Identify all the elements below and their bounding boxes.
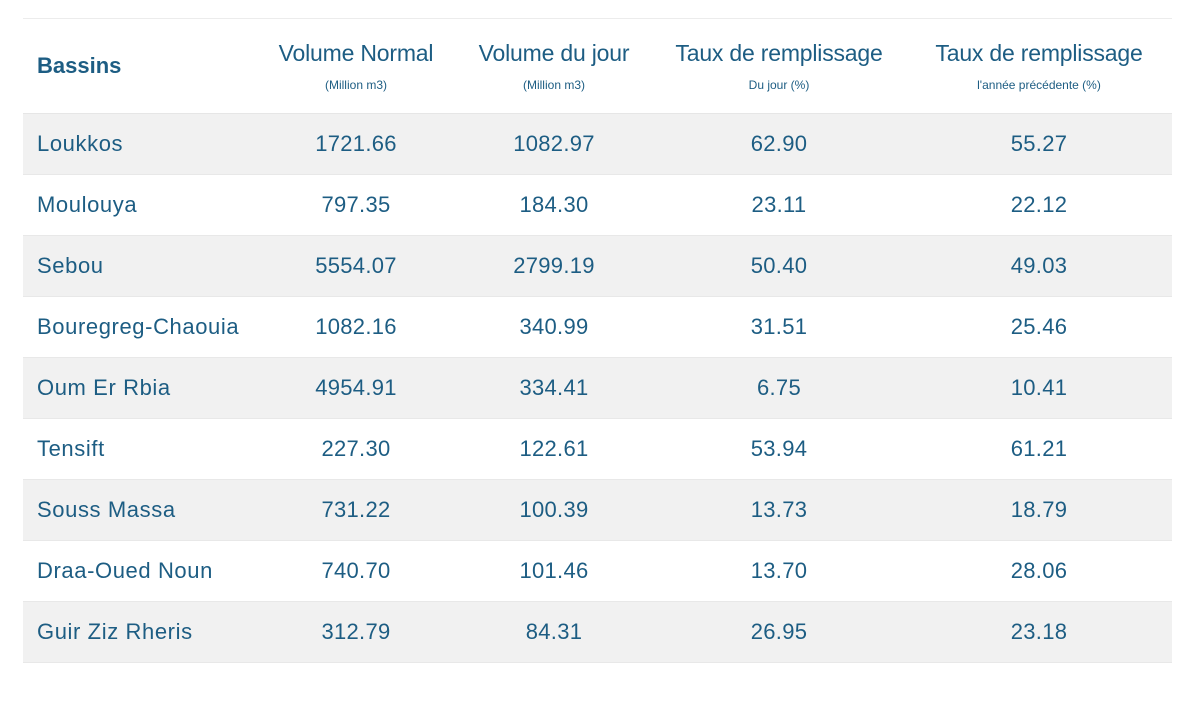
table-row: Loukkos 1721.66 1082.97 62.90 55.27 [23, 113, 1172, 175]
cell-bassin: Sebou [23, 235, 256, 297]
header-title: Taux de remplissage [675, 40, 883, 66]
cell-bassin: Draa-Oued Noun [23, 540, 256, 602]
header-subtitle: Du jour (%) [748, 78, 810, 92]
table-row: Bouregreg-Chaouia 1082.16 340.99 31.51 2… [23, 296, 1172, 358]
cell-volume-normal: 4954.91 [256, 357, 456, 419]
cell-taux-du-jour: 23.11 [652, 174, 906, 236]
cell-taux-annee-precedente: 28.06 [906, 540, 1172, 602]
cell-bassin: Bouregreg-Chaouia [23, 296, 256, 358]
header-volume-du-jour: Volume du jour (Million m3) [456, 19, 652, 114]
table-header: Bassins Volume Normal (Million m3) Volum… [23, 19, 1172, 114]
cell-bassin: Tensift [23, 418, 256, 480]
cell-volume-du-jour: 334.41 [456, 357, 652, 419]
cell-bassin: Moulouya [23, 174, 256, 236]
cell-taux-du-jour: 6.75 [652, 357, 906, 419]
cell-volume-du-jour: 101.46 [456, 540, 652, 602]
cell-volume-du-jour: 340.99 [456, 296, 652, 358]
cell-taux-du-jour: 50.40 [652, 235, 906, 297]
cell-volume-du-jour: 184.30 [456, 174, 652, 236]
cell-bassin: Oum Er Rbia [23, 357, 256, 419]
table-row: Sebou 5554.07 2799.19 50.40 49.03 [23, 235, 1172, 297]
table-row: Tensift 227.30 122.61 53.94 61.21 [23, 418, 1172, 480]
cell-taux-du-jour: 13.70 [652, 540, 906, 602]
header-taux-annee-precedente: Taux de remplissage l'année précédente (… [906, 19, 1172, 114]
cell-taux-annee-precedente: 10.41 [906, 357, 1172, 419]
header-title: Volume Normal [278, 40, 434, 66]
cell-volume-du-jour: 84.31 [456, 601, 652, 663]
cell-bassin: Guir Ziz Rheris [23, 601, 256, 663]
cell-taux-annee-precedente: 25.46 [906, 296, 1172, 358]
header-title: Taux de remplissage [935, 40, 1143, 66]
table-row: Guir Ziz Rheris 312.79 84.31 26.95 23.18 [23, 601, 1172, 663]
cell-volume-normal: 1082.16 [256, 296, 456, 358]
cell-volume-normal: 740.70 [256, 540, 456, 602]
cell-taux-annee-precedente: 23.18 [906, 601, 1172, 663]
header-title: Bassins [37, 53, 122, 78]
basins-table-container: Bassins Volume Normal (Million m3) Volum… [23, 18, 1172, 663]
table-row: Oum Er Rbia 4954.91 334.41 6.75 10.41 [23, 357, 1172, 419]
cell-taux-du-jour: 31.51 [652, 296, 906, 358]
cell-volume-normal: 1721.66 [256, 113, 456, 175]
header-bassins: Bassins [23, 19, 256, 114]
header-subtitle: l'année précédente (%) [977, 78, 1101, 92]
cell-taux-annee-precedente: 61.21 [906, 418, 1172, 480]
cell-volume-du-jour: 2799.19 [456, 235, 652, 297]
header-taux-du-jour: Taux de remplissage Du jour (%) [652, 19, 906, 114]
cell-volume-du-jour: 122.61 [456, 418, 652, 480]
cell-taux-annee-precedente: 49.03 [906, 235, 1172, 297]
cell-taux-du-jour: 62.90 [652, 113, 906, 175]
cell-taux-annee-precedente: 55.27 [906, 113, 1172, 175]
header-subtitle: (Million m3) [522, 78, 585, 92]
cell-taux-annee-precedente: 18.79 [906, 479, 1172, 541]
cell-volume-normal: 227.30 [256, 418, 456, 480]
cell-bassin: Loukkos [23, 113, 256, 175]
header-subtitle: (Million m3) [324, 78, 387, 92]
cell-volume-normal: 312.79 [256, 601, 456, 663]
header-row: Bassins Volume Normal (Million m3) Volum… [23, 19, 1172, 114]
header-volume-normal: Volume Normal (Million m3) [256, 19, 456, 114]
cell-taux-du-jour: 13.73 [652, 479, 906, 541]
cell-volume-du-jour: 100.39 [456, 479, 652, 541]
cell-taux-du-jour: 26.95 [652, 601, 906, 663]
table-row: Draa-Oued Noun 740.70 101.46 13.70 28.06 [23, 540, 1172, 602]
table-row: Moulouya 797.35 184.30 23.11 22.12 [23, 174, 1172, 236]
cell-volume-normal: 731.22 [256, 479, 456, 541]
cell-volume-normal: 5554.07 [256, 235, 456, 297]
table-body: Loukkos 1721.66 1082.97 62.90 55.27 Moul… [23, 113, 1172, 663]
cell-taux-annee-precedente: 22.12 [906, 174, 1172, 236]
cell-volume-du-jour: 1082.97 [456, 113, 652, 175]
cell-bassin: Souss Massa [23, 479, 256, 541]
cell-volume-normal: 797.35 [256, 174, 456, 236]
table-row: Souss Massa 731.22 100.39 13.73 18.79 [23, 479, 1172, 541]
basins-table: Bassins Volume Normal (Million m3) Volum… [23, 19, 1172, 663]
cell-taux-du-jour: 53.94 [652, 418, 906, 480]
header-title: Volume du jour [478, 40, 630, 66]
